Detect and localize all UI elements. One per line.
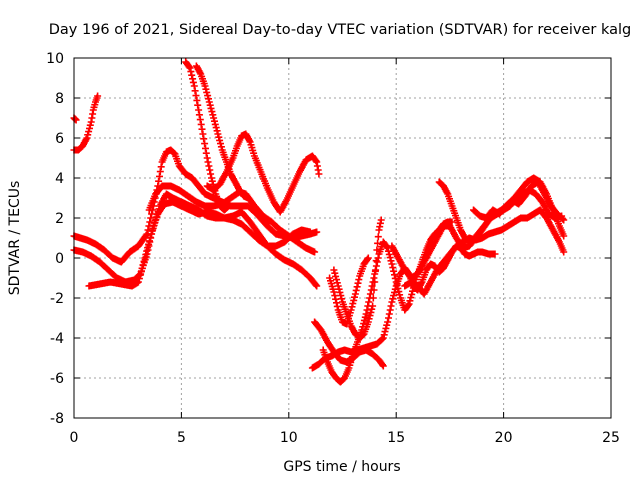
plot-frame [73, 57, 612, 419]
x-tick-label: 20 [495, 430, 513, 446]
y-tick-label: 4 [55, 171, 64, 187]
plus-markers [182, 58, 233, 214]
chart-title: Day 196 of 2021, Sidereal Day-to-day VTE… [49, 22, 632, 38]
x-tick-label: 25 [602, 430, 620, 446]
series-track-18 [470, 178, 568, 224]
series-track-9 [203, 130, 323, 216]
series-track-2 [70, 92, 102, 154]
x-tick-label: 10 [280, 430, 298, 446]
plus-markers [326, 254, 372, 328]
plus-markers [192, 62, 252, 202]
y-tick-label: -6 [50, 371, 64, 387]
x-tick-label: 0 [70, 430, 79, 446]
plus-markers [70, 92, 102, 154]
series-track-8 [192, 62, 252, 202]
y-tick-label: 10 [46, 51, 64, 67]
plus-markers [70, 114, 80, 124]
series-track-7 [182, 58, 233, 214]
series-track-11 [311, 318, 387, 370]
y-tick-label: -8 [50, 411, 64, 427]
y-tick-label: -2 [50, 291, 64, 307]
x-axis-label: GPS time / hours [283, 459, 400, 475]
plus-markers [470, 178, 568, 224]
series-track-5 [85, 198, 314, 290]
x-tick-label: 5 [177, 430, 186, 446]
series-track-14 [326, 254, 372, 328]
grid-layer [74, 58, 611, 418]
y-tick-label: -4 [50, 331, 64, 347]
series-track-1 [70, 114, 80, 124]
plus-markers [203, 130, 323, 216]
y-tick-label: 2 [55, 211, 64, 227]
plus-markers [311, 318, 387, 370]
plus-markers [85, 198, 314, 290]
y-tick-label: 8 [55, 91, 64, 107]
y-axis-label: SDTVAR / TECUs [7, 181, 23, 296]
x-tick-label: 15 [387, 430, 405, 446]
ticks-layer: 0 5 10 15 20 25 -8 -6 -4 -2 0 2 4 6 8 10 [46, 51, 620, 446]
points-layer [70, 58, 568, 386]
y-tick-label: 0 [55, 251, 64, 267]
y-tick-label: 6 [55, 131, 64, 147]
